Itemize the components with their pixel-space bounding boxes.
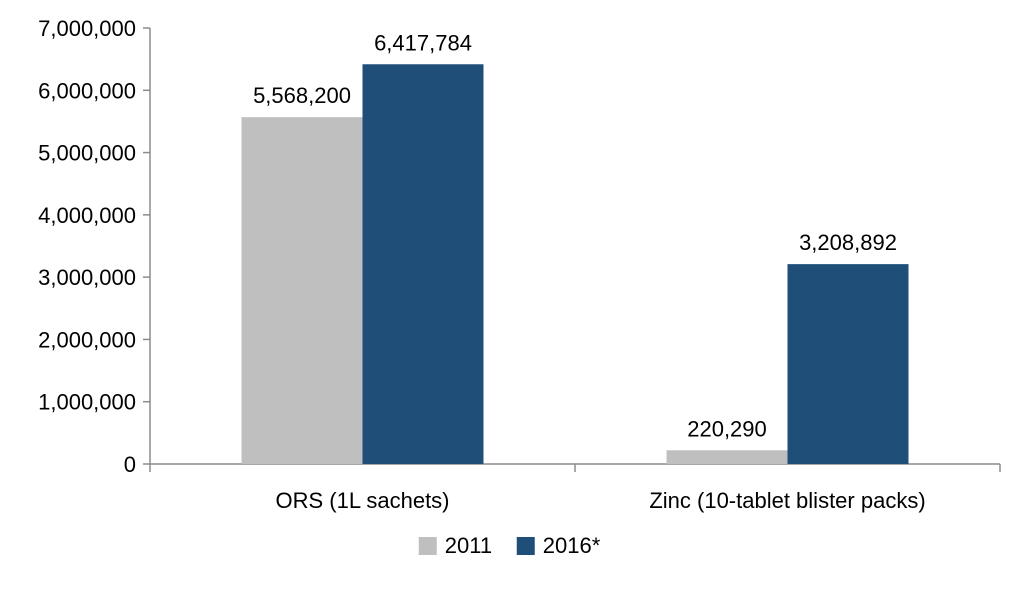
y-axis: 0 1,000,000 2,000,000 3,000,000 4,000,000 5,0… xyxy=(38,16,151,477)
y-tick-label: 7,000,000 xyxy=(38,16,136,41)
x-category-label: Zinc (10-tablet blister packs) xyxy=(649,488,925,513)
x-axis: ORS (1L sachets) Zinc (10-tablet blister … xyxy=(149,463,1001,513)
legend-swatch xyxy=(418,537,437,555)
legend: 2011 2016* xyxy=(418,533,601,558)
bars xyxy=(241,64,909,465)
data-label: 3,208,892 xyxy=(799,230,897,255)
data-label: 5,568,200 xyxy=(253,83,351,108)
bar-2016-1 xyxy=(787,264,909,464)
y-tick-label: 5,000,000 xyxy=(38,141,136,166)
legend-swatch xyxy=(516,537,535,555)
y-tick-label: 3,000,000 xyxy=(38,265,136,290)
bar-2011-0 xyxy=(241,117,363,464)
x-category-label: ORS (1L sachets) xyxy=(275,488,449,513)
y-tick-label: 1,000,000 xyxy=(38,390,136,415)
data-label: 6,417,784 xyxy=(374,30,472,55)
y-tick-label: 4,000,000 xyxy=(38,203,136,228)
data-labels: 5,568,200 6,417,784 220,290 3,208,892 xyxy=(253,30,897,441)
bar-2016-0 xyxy=(362,64,484,465)
y-tick-label: 2,000,000 xyxy=(38,327,136,352)
y-tick-label: 6,000,000 xyxy=(38,78,136,103)
y-tick-label: 0 xyxy=(124,452,136,477)
data-label: 220,290 xyxy=(687,416,767,441)
legend-label: 2011 xyxy=(445,533,492,558)
legend-label: 2016* xyxy=(543,533,601,558)
bar-2011-1 xyxy=(666,450,788,464)
